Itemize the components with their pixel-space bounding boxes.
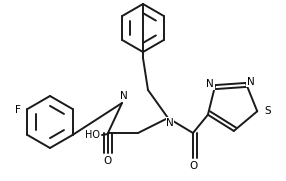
Text: HO: HO	[84, 130, 100, 140]
Text: N: N	[206, 79, 214, 89]
Text: S: S	[264, 106, 271, 116]
Text: O: O	[189, 161, 197, 171]
Text: N: N	[120, 91, 128, 101]
Text: O: O	[104, 156, 112, 166]
Text: N: N	[247, 77, 255, 87]
Text: F: F	[15, 105, 20, 115]
Text: N: N	[166, 118, 174, 128]
